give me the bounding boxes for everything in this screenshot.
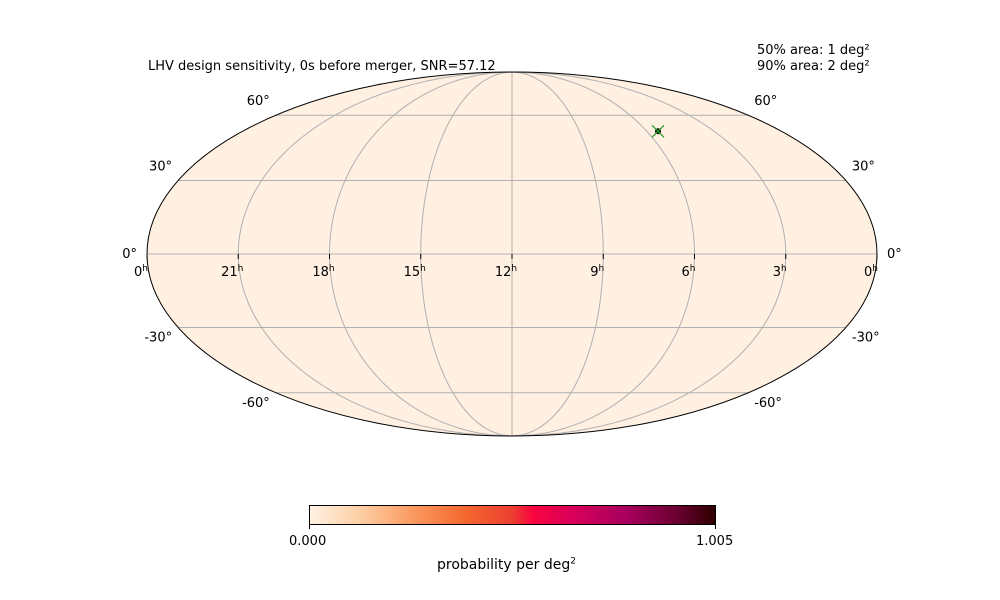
dec-label-right: 0°	[887, 247, 902, 262]
ra-tick-value: 3	[773, 265, 781, 280]
ra-tick-label: 18h	[312, 264, 334, 280]
dec-label-left: -60°	[242, 396, 270, 411]
dec-label-right: -30°	[852, 331, 880, 346]
dec-label-left: 0°	[122, 247, 137, 262]
colorbar-title: probability per deg2	[437, 556, 576, 574]
colorbar-min-label: 0.000	[289, 534, 327, 549]
area-50-percent: 50% area: 1 deg²	[757, 43, 870, 58]
dec-label-left: -30°	[144, 331, 172, 346]
ra-tick-value: 12	[495, 265, 512, 280]
colorbar	[309, 505, 716, 525]
ra-tick-value: 0	[864, 265, 872, 280]
ra-tick-value: 0	[134, 265, 142, 280]
ra-tick-value: 6	[682, 265, 690, 280]
source-marker-x	[651, 124, 665, 138]
ra-tick-unit: h	[599, 264, 605, 274]
dec-label-right: -60°	[754, 396, 782, 411]
colorbar-title-sup: 2	[570, 556, 576, 567]
ra-tick-label: 21h	[221, 264, 243, 280]
dec-label-left: 60°	[247, 94, 270, 109]
ra-tick-label: 3h	[773, 264, 787, 280]
ra-tick-unit: h	[690, 264, 696, 274]
ra-tick-label: 0h	[134, 264, 148, 280]
colorbar-tick-max	[715, 525, 716, 529]
ra-tick-label: 15h	[404, 264, 426, 280]
ra-tick-unit: h	[511, 264, 517, 274]
ra-tick-value: 21	[221, 265, 238, 280]
ra-tick-label: 0h	[864, 264, 878, 280]
ra-tick-unit: h	[872, 264, 878, 274]
plot-title: LHV design sensitivity, 0s before merger…	[148, 59, 496, 74]
ra-tick-label: 12h	[495, 264, 517, 280]
colorbar-tick-min	[309, 525, 310, 529]
dec-label-right: 60°	[754, 94, 777, 109]
area-90-percent: 90% area: 2 deg²	[757, 59, 870, 74]
ra-tick-unit: h	[420, 264, 426, 274]
colorbar-title-main: probability per deg	[437, 557, 571, 573]
ra-tick-unit: h	[238, 264, 244, 274]
ra-tick-unit: h	[781, 264, 787, 274]
ra-tick-value: 15	[404, 265, 421, 280]
ra-tick-unit: h	[142, 264, 148, 274]
colorbar-max-label: 1.005	[696, 534, 734, 549]
dec-label-right: 30°	[852, 159, 875, 174]
ra-tick-value: 18	[312, 265, 329, 280]
ra-tick-label: 9h	[590, 264, 604, 280]
ra-tick-value: 9	[590, 265, 598, 280]
ra-tick-label: 6h	[682, 264, 696, 280]
ra-tick-unit: h	[329, 264, 335, 274]
dec-label-left: 30°	[149, 159, 172, 174]
